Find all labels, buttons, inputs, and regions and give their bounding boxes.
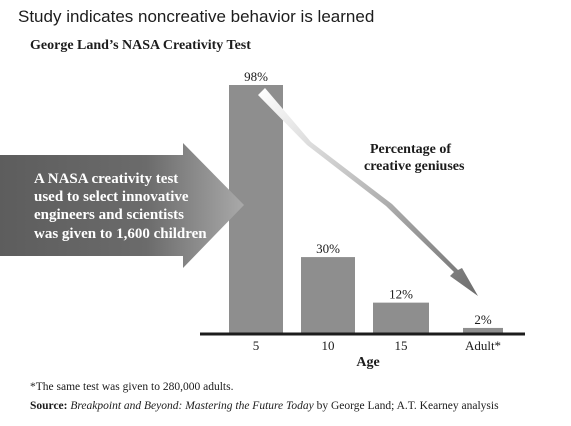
value-label: 12% bbox=[389, 287, 413, 302]
headline: Study indicates noncreative behavior is … bbox=[18, 7, 375, 26]
value-label: 2% bbox=[474, 312, 492, 327]
callout-line-1: A NASA creativity test bbox=[34, 171, 178, 187]
chart-title: George Land’s NASA Creativity Test bbox=[30, 38, 251, 53]
source-rest: by George Land; A.T. Kearney analysis bbox=[313, 400, 499, 412]
trend-arrow bbox=[258, 88, 478, 296]
arrow-label: Percentage of creative geniuses bbox=[364, 142, 465, 174]
bars bbox=[229, 85, 503, 333]
arrow-label-line-1: Percentage of bbox=[370, 142, 451, 157]
callout-arrow bbox=[0, 143, 244, 268]
source-label: Source: bbox=[30, 400, 68, 412]
value-label: 98% bbox=[244, 69, 268, 84]
bar-15 bbox=[373, 302, 429, 333]
bar-10 bbox=[301, 257, 355, 333]
x-tick-label: 10 bbox=[322, 338, 335, 353]
callout-line-4: was given to 1,600 children bbox=[34, 226, 207, 242]
x-axis-label: Age bbox=[356, 355, 379, 370]
callout-text: A NASA creativity test used to select in… bbox=[34, 171, 207, 242]
x-tick-label: Adult* bbox=[465, 338, 501, 353]
bar-adult bbox=[463, 327, 503, 333]
callout-line-3: engineers and scientists bbox=[34, 207, 184, 223]
footnote: *The same test was given to 280,000 adul… bbox=[30, 381, 234, 393]
source-line: Source: Breakpoint and Beyond: Mastering… bbox=[30, 400, 499, 412]
x-tick-labels: 5 10 15 Adult* bbox=[253, 338, 501, 353]
source-book: Breakpoint and Beyond: Mastering the Fut… bbox=[70, 400, 314, 412]
x-tick-label: 15 bbox=[395, 338, 408, 353]
value-label: 30% bbox=[316, 241, 340, 256]
x-tick-label: 5 bbox=[253, 338, 260, 353]
value-labels: 98% 30% 12% 2% bbox=[244, 69, 492, 327]
arrow-label-line-2: creative geniuses bbox=[364, 159, 465, 174]
callout-line-2: used to select innovative bbox=[34, 189, 189, 205]
